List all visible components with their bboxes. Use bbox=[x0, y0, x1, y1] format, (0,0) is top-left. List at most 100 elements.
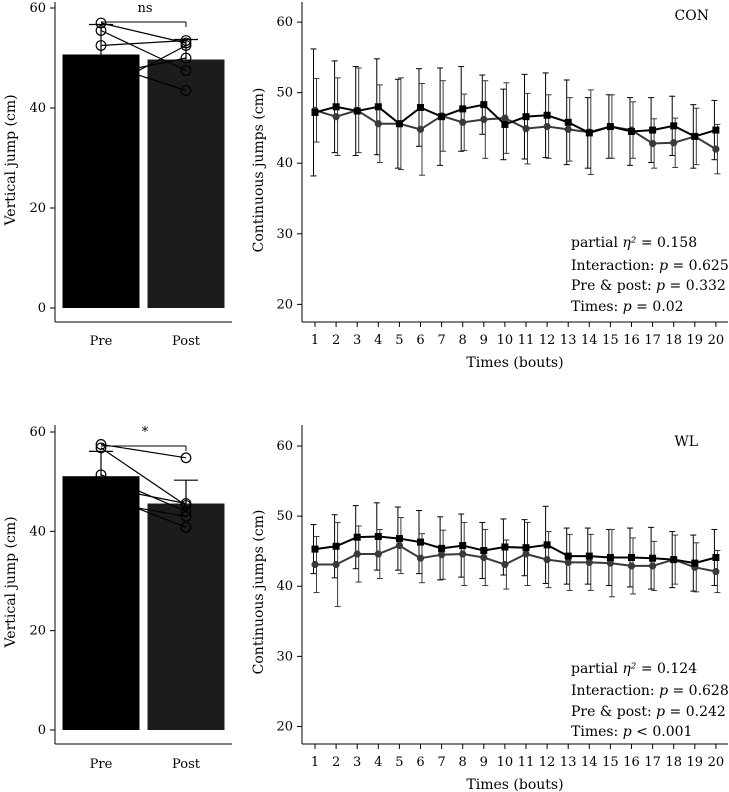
con-line-point-pre bbox=[522, 113, 530, 121]
wl-bar-ytick-label: 60 bbox=[29, 425, 46, 440]
wl-stat-interaction: Interaction: p = 0.628 bbox=[571, 683, 729, 699]
con-line-point-post bbox=[374, 120, 382, 128]
wl-line-xtick-label: 17 bbox=[644, 755, 661, 770]
con-bar-subject-line bbox=[100, 57, 187, 77]
wl-bar-subject-point bbox=[95, 481, 107, 493]
wl-line-ytick-label: 30 bbox=[276, 649, 293, 664]
con-bar-subject-line bbox=[100, 39, 187, 47]
wl-line-point-post bbox=[395, 541, 403, 550]
wl-line-point-pre bbox=[311, 545, 319, 553]
wl-bar-subject-line bbox=[100, 447, 187, 507]
wl-line-ytick-label: 60 bbox=[276, 439, 293, 454]
wl-line-point-pre bbox=[374, 532, 382, 540]
con-bar-subject-point bbox=[95, 57, 107, 69]
wl-bar-xtick-post: Post bbox=[172, 757, 201, 772]
wl-bar-y-label: Vertical jump (cm) bbox=[3, 516, 19, 648]
con-line-xtick-label: 12 bbox=[539, 333, 556, 348]
con-line-point-post bbox=[670, 139, 678, 147]
wl-line-point-pre bbox=[564, 552, 572, 560]
wl-line-point-post bbox=[649, 562, 657, 570]
wl-line-point-pre bbox=[438, 544, 446, 552]
con-bar-subject-point bbox=[180, 37, 192, 49]
wl-line-point-pre bbox=[353, 533, 361, 541]
wl-line-xtick-label: 8 bbox=[459, 755, 467, 770]
con-line-xtick-label: 9 bbox=[480, 333, 488, 348]
wl-stat-prepost: Pre & post: p = 0.242 bbox=[571, 704, 726, 720]
wl-line-ytick-label: 20 bbox=[276, 719, 293, 734]
wl-line-point-post bbox=[459, 550, 467, 558]
wl-bar-subject-point bbox=[95, 469, 107, 481]
con-bar-subject-point bbox=[95, 17, 107, 29]
con-line-xtick-label: 16 bbox=[623, 333, 640, 348]
wl-line-xtick-label: 11 bbox=[518, 755, 535, 770]
wl-line-xtick-label: 19 bbox=[687, 755, 704, 770]
wl-line-xtick-label: 1 bbox=[311, 755, 319, 770]
con-line-point-pre bbox=[417, 103, 424, 111]
con-line-ytick-label: 60 bbox=[276, 15, 293, 30]
wl-line-x-label: Times (bouts) bbox=[466, 777, 563, 792]
con-stat-eta: partial η² = 0.158 bbox=[571, 235, 697, 251]
con-line-xtick-label: 7 bbox=[437, 333, 445, 348]
wl-line-xtick-label: 2 bbox=[332, 755, 340, 770]
con-bar-ytick-label: 0 bbox=[38, 301, 46, 316]
wl-line-ytick-label: 40 bbox=[276, 579, 293, 594]
con-bar-bar-pre bbox=[62, 54, 140, 308]
con-line-point-post bbox=[480, 115, 488, 124]
con-bar-subject-point bbox=[180, 85, 192, 96]
wl-line-series-line-pre bbox=[314, 535, 717, 565]
wl-line-point-pre bbox=[501, 543, 509, 551]
con-line-point-pre bbox=[480, 101, 488, 109]
wl-line-point-pre bbox=[480, 546, 488, 554]
wl-bar-subject-line bbox=[100, 474, 187, 513]
wl-bar-subject-point bbox=[180, 452, 192, 464]
con-line-point-post bbox=[522, 125, 530, 133]
con-line-point-post bbox=[543, 122, 551, 131]
wl-line-xtick-label: 18 bbox=[665, 755, 682, 770]
wl-line-point-post bbox=[416, 554, 425, 562]
con-stat-interaction: Interaction: p = 0.625 bbox=[571, 258, 729, 274]
con-line-xtick-label: 13 bbox=[560, 333, 577, 348]
con-bar-subject-point bbox=[95, 25, 107, 36]
wl-line-point-pre bbox=[606, 554, 614, 562]
con-line-point-post bbox=[459, 118, 467, 126]
con-bar-subject-point bbox=[180, 52, 192, 64]
wl-line-xtick-label: 5 bbox=[395, 755, 403, 770]
con-stat-times: Times: p = 0.02 bbox=[571, 299, 684, 315]
con-line-xtick-label: 20 bbox=[708, 333, 725, 348]
con-line-point-post bbox=[332, 113, 340, 121]
con-bar-y-label: Vertical jump (cm) bbox=[3, 94, 19, 226]
wl-bar-ytick-label: 40 bbox=[29, 524, 46, 539]
con-line-point-pre bbox=[628, 127, 635, 135]
con-line-point-pre bbox=[670, 122, 678, 130]
wl-line-xtick-label: 12 bbox=[539, 755, 556, 770]
con-line-point-pre bbox=[501, 120, 509, 128]
con-line-point-post bbox=[712, 145, 720, 153]
wl-line-xtick-label: 20 bbox=[708, 755, 725, 770]
con-line-point-pre bbox=[459, 105, 467, 113]
con-line-point-pre bbox=[585, 129, 593, 137]
con-line-xtick-label: 3 bbox=[353, 333, 361, 348]
wl-line-group-label: WL bbox=[674, 434, 698, 450]
wl-line-point-pre bbox=[712, 554, 720, 562]
con-line-xtick-label: 19 bbox=[687, 333, 704, 348]
wl-line-point-post bbox=[564, 558, 572, 567]
wl-line-point-pre bbox=[522, 544, 530, 552]
con-line-xtick-label: 17 bbox=[644, 333, 661, 348]
wl-line-point-pre bbox=[395, 535, 403, 543]
wl-line-xtick-label: 7 bbox=[437, 755, 445, 770]
wl-line-point-pre bbox=[417, 538, 424, 546]
con-bar-subject-point bbox=[180, 35, 192, 46]
wl-line-xtick-label: 9 bbox=[480, 755, 488, 770]
con-line-point-pre bbox=[564, 118, 572, 126]
wl-line-ytick-label: 50 bbox=[276, 509, 293, 524]
wl-line-point-pre bbox=[543, 541, 551, 549]
con-line-point-pre bbox=[691, 132, 699, 140]
con-bar-subject-point bbox=[180, 40, 192, 51]
con-line-ytick-label: 20 bbox=[276, 297, 293, 312]
wl-line-xtick-label: 10 bbox=[497, 755, 514, 770]
con-bar-ytick-label: 60 bbox=[29, 1, 46, 16]
con-line-xtick-label: 10 bbox=[497, 333, 514, 348]
con-line-point-pre bbox=[311, 108, 319, 116]
wl-bar-xtick-pre: Pre bbox=[90, 757, 113, 772]
